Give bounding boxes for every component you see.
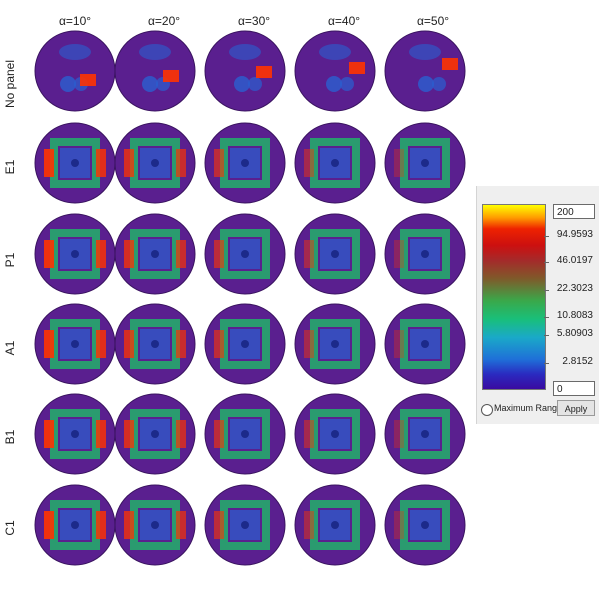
heatmap-disk — [384, 213, 466, 295]
heatmap-disk — [34, 484, 116, 566]
color-scale-panel: 200 94.9593 46.0197 22.3023 10.8083 5.80… — [476, 186, 599, 424]
scale-tick — [544, 335, 549, 336]
heatmap-disk — [114, 393, 196, 475]
heatmap-disk — [204, 393, 286, 475]
heatmap-disk — [384, 484, 466, 566]
heatmap-disk — [294, 30, 376, 112]
heatmap-disk — [384, 393, 466, 475]
scale-tick — [544, 290, 549, 291]
heatmap-disk — [204, 122, 286, 204]
scale-label: 2.8152 — [562, 356, 593, 367]
heatmap-disk — [294, 484, 376, 566]
maximum-range-radio[interactable] — [481, 404, 493, 416]
heatmap-disk — [114, 213, 196, 295]
row-label: A1 — [3, 340, 17, 356]
heatmap-disk — [204, 213, 286, 295]
heatmap-disk — [114, 484, 196, 566]
maximum-range-label: Maximum Range — [494, 403, 563, 413]
min-range-input[interactable]: 0 — [553, 381, 595, 396]
scale-tick — [544, 236, 549, 237]
scale-label: 10.8083 — [556, 310, 593, 321]
heatmap-disk — [384, 303, 466, 385]
column-header: α=30° — [237, 14, 271, 28]
color-scale-bar — [482, 204, 546, 390]
scale-label: 94.9593 — [556, 229, 593, 240]
column-header: α=20° — [147, 14, 181, 28]
row-label: No panel — [3, 59, 17, 109]
column-header: α=50° — [416, 14, 450, 28]
scale-tick — [544, 317, 549, 318]
heatmap-disk — [114, 30, 196, 112]
heatmap-disk — [204, 30, 286, 112]
heatmap-disk — [294, 393, 376, 475]
column-header: α=40° — [327, 14, 361, 28]
heatmap-disk — [34, 122, 116, 204]
heatmap-disk — [34, 393, 116, 475]
heatmap-disk — [384, 122, 466, 204]
scale-label: 22.3023 — [556, 283, 593, 294]
heatmap-disk — [294, 303, 376, 385]
heatmap-disk — [34, 30, 116, 112]
apply-button[interactable]: Apply — [557, 400, 595, 416]
heatmap-disk — [34, 213, 116, 295]
scale-tick — [544, 262, 549, 263]
row-label: E1 — [3, 159, 17, 175]
heatmap-disk — [294, 213, 376, 295]
column-header: α=10° — [58, 14, 92, 28]
scale-tick — [544, 363, 549, 364]
scale-label: 5.80903 — [556, 328, 593, 339]
max-range-input[interactable]: 200 — [553, 204, 595, 219]
heatmap-disk — [34, 303, 116, 385]
heatmap-disk — [114, 122, 196, 204]
heatmap-disk — [384, 30, 466, 112]
heatmap-disk — [204, 484, 286, 566]
row-label: C1 — [3, 520, 17, 536]
heatmap-disk — [114, 303, 196, 385]
row-label: P1 — [3, 252, 17, 268]
heatmap-disk — [294, 122, 376, 204]
scale-label: 46.0197 — [556, 255, 593, 266]
row-label: B1 — [3, 429, 17, 445]
heatmap-disk — [204, 303, 286, 385]
